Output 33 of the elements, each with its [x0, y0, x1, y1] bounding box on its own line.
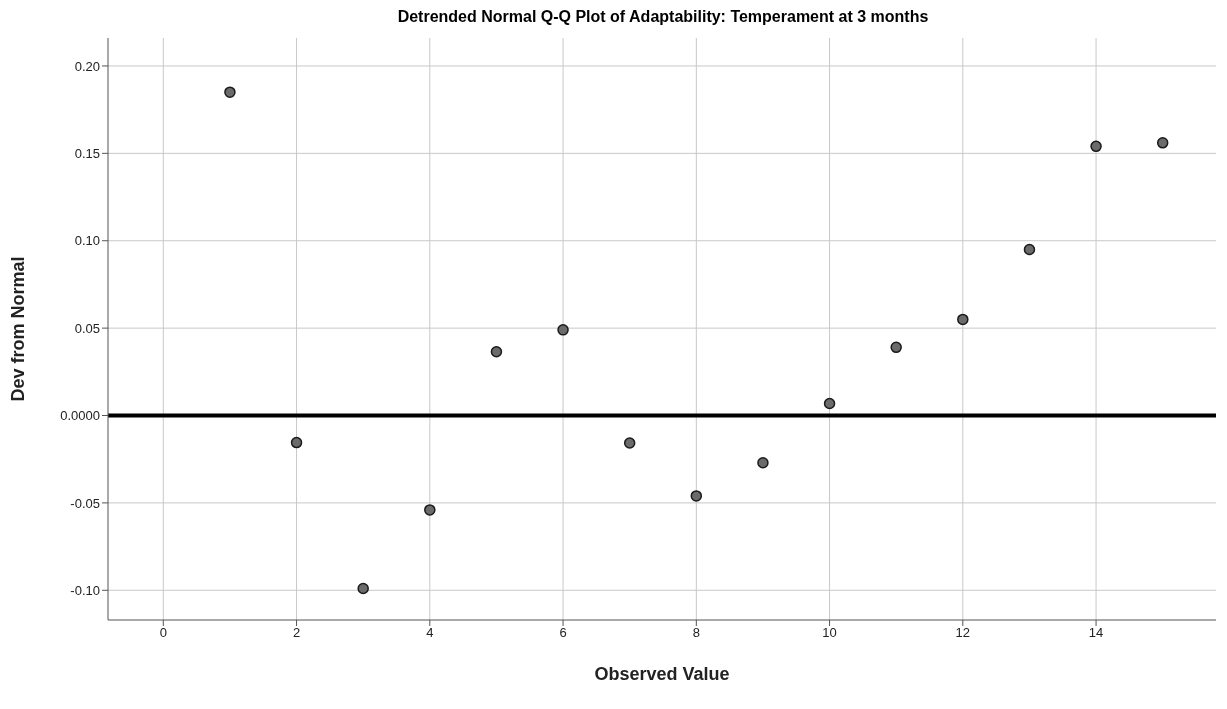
- point: [757, 456, 769, 469]
- x-tick-label: 10: [822, 625, 837, 641]
- point: [557, 324, 569, 336]
- point: [890, 341, 902, 354]
- y-tick-label: -0.05: [70, 495, 100, 511]
- point: [957, 313, 969, 326]
- y-tick-label: 0.20: [74, 58, 100, 74]
- point: [424, 504, 436, 516]
- point: [690, 490, 703, 502]
- point: [1023, 243, 1036, 256]
- point: [623, 437, 636, 449]
- y-tick-label: 0.15: [74, 145, 100, 161]
- x-tick-label: 2: [292, 625, 301, 641]
- point: [823, 397, 836, 410]
- x-tick-label: 14: [1088, 625, 1104, 641]
- point: [490, 345, 503, 358]
- y-tick-label: -0.10: [70, 582, 100, 598]
- point: [224, 86, 236, 98]
- y-tick-label: 0.0000: [60, 408, 100, 424]
- x-tick-label: 0: [159, 625, 167, 641]
- y-axis-title: Dev from Normal: [8, 256, 29, 402]
- point: [357, 582, 369, 595]
- y-tick-label: 0.10: [74, 233, 100, 249]
- x-axis-title: Observed Value: [594, 664, 730, 684]
- x-tick-label: 8: [692, 625, 700, 641]
- chart-title: Detrended Normal Q-Q Plot of Adaptability: Temperament at 3 months: [396, 8, 930, 27]
- x-tick-label: 12: [955, 625, 971, 641]
- y-tick-label: 0.05: [74, 320, 100, 336]
- point: [290, 436, 303, 449]
- x-tick-label: 4: [426, 625, 434, 641]
- x-tick-label: 6: [559, 625, 567, 641]
- point: [1156, 137, 1169, 149]
- point: [1090, 140, 1102, 153]
